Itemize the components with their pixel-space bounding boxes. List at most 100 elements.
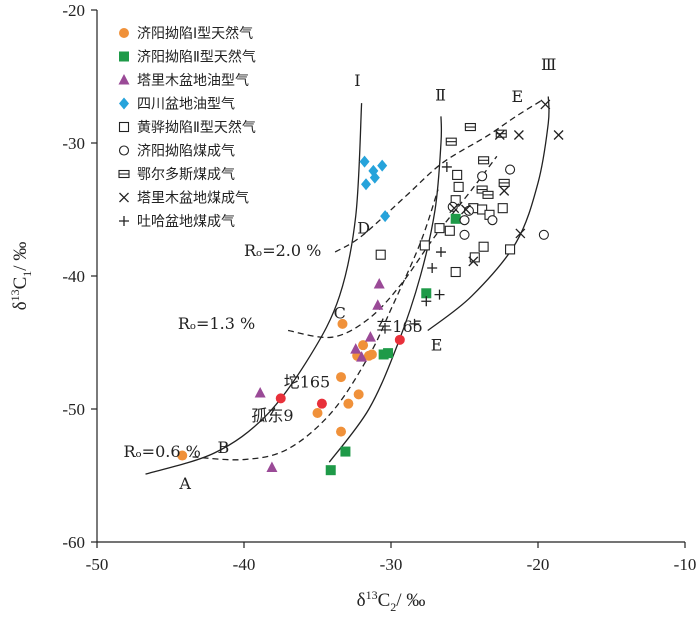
trend-curve — [145, 103, 363, 475]
data-point — [375, 249, 386, 260]
data-point — [434, 223, 445, 234]
data-point — [377, 159, 388, 172]
data-point — [363, 350, 374, 361]
annotation-label: Rₒ=1.3 % — [178, 314, 255, 333]
data-point — [394, 334, 405, 345]
legend-marker — [119, 97, 129, 110]
legend-marker — [119, 28, 129, 38]
maturity-dashed-curve — [334, 98, 545, 253]
legend-item: 四川盆地油型气 — [119, 97, 235, 113]
data-point — [487, 215, 498, 226]
data-point — [478, 156, 490, 165]
legend-item: 吐哈盆地煤成气 — [119, 214, 235, 230]
annotation-label: 车165 — [376, 317, 423, 336]
data-point — [540, 99, 551, 110]
data-point — [316, 398, 327, 409]
legend-marker — [119, 216, 129, 226]
data-point — [358, 340, 369, 351]
data-point — [312, 407, 323, 418]
data-point — [482, 190, 494, 199]
data-point — [452, 169, 463, 180]
annotation-label: 孤东9 — [251, 406, 293, 425]
series-9 — [275, 334, 405, 409]
data-point — [343, 398, 354, 409]
legend-label: 塔里木盆地煤成气 — [137, 191, 249, 207]
series-3 — [359, 155, 391, 223]
legend: 济阳拗陷Ⅰ型天然气济阳拗陷Ⅱ型天然气塔里木盆地油型气四川盆地油型气黄骅拗陷Ⅱ型天… — [118, 25, 256, 230]
data-point — [505, 244, 516, 255]
annotation-label: Ⅱ — [435, 85, 446, 104]
data-point — [254, 387, 266, 398]
legend-item: 济阳拗陷煤成气 — [118, 144, 235, 160]
data-point — [450, 266, 461, 278]
legend-marker — [118, 121, 130, 133]
series-4 — [375, 169, 516, 278]
legend-marker — [119, 51, 129, 62]
legend-label: 塔里木盆地油型气 — [137, 73, 249, 89]
data-point — [434, 289, 445, 300]
data-point — [445, 137, 457, 146]
y-tick-label: -50 — [62, 400, 85, 419]
legend-item: 济阳拗陷Ⅰ型天然气 — [119, 25, 253, 42]
data-point — [499, 185, 510, 196]
annotation-label: A — [178, 474, 191, 493]
data-point — [435, 247, 446, 258]
data-point — [369, 171, 380, 184]
data-point — [497, 203, 508, 214]
annotation-label: C — [334, 304, 346, 323]
y-tick-label: -30 — [62, 134, 85, 153]
data-point — [356, 351, 368, 362]
data-point — [380, 210, 391, 223]
x-ticks: -50 -40 -30 -20 -10 — [86, 542, 696, 574]
trend-curve — [427, 96, 550, 332]
x-tick-label: -30 — [380, 555, 403, 574]
legend-marker — [119, 192, 129, 203]
data-point — [336, 426, 347, 437]
legend-item: 塔里木盆地油型气 — [118, 73, 249, 89]
data-point — [337, 318, 348, 329]
legend-marker — [118, 74, 130, 85]
annotation-label: E — [431, 335, 443, 354]
y-tick-label: -60 — [62, 533, 85, 552]
x-tick-label: -50 — [86, 555, 109, 574]
data-point — [494, 130, 505, 140]
legend-label: 济阳拗陷Ⅰ型天然气 — [137, 25, 253, 42]
annotation-label: 坨165 — [284, 373, 331, 392]
annotation-label: Rₒ=2.0 % — [244, 241, 321, 260]
data-point — [450, 213, 461, 224]
data-point — [441, 161, 452, 172]
series-7 — [449, 99, 564, 267]
legend-item: 济阳拗陷Ⅱ型天然气 — [119, 49, 256, 66]
data-point — [459, 215, 470, 226]
data-point — [477, 204, 488, 215]
data-point — [513, 130, 524, 140]
y-axis-title: δ13C1/ ‰ — [8, 242, 34, 311]
data-point — [553, 130, 564, 140]
legend-item: 鄂尔多斯煤成气 — [118, 166, 235, 183]
legend-label: 济阳拗陷煤成气 — [137, 144, 235, 160]
annotation-label: Ⅰ — [354, 71, 360, 90]
data-point — [350, 343, 362, 354]
y-ticks: -20 -30 -40 -50 -60 — [62, 1, 97, 552]
data-point — [361, 178, 372, 191]
data-point — [372, 299, 384, 310]
data-point — [373, 277, 385, 289]
data-point — [469, 252, 480, 263]
annotation-label: Rₒ=0.6 % — [123, 442, 200, 461]
legend-marker — [118, 145, 130, 156]
annotation-label: Ⅲ — [541, 55, 556, 74]
axes: -50 -40 -30 -20 -10 -20-30-40-50-60 δ13C2/ ‰… — [8, 1, 696, 614]
maturity-dashed-curve — [192, 189, 439, 461]
maturity-dashed-curve — [287, 155, 498, 339]
data-point — [468, 256, 479, 267]
data-point — [364, 331, 376, 342]
data-point — [498, 178, 510, 187]
data-point — [353, 389, 364, 400]
data-point — [459, 229, 470, 240]
data-point — [409, 318, 420, 329]
data-point — [449, 203, 460, 214]
data-point — [463, 205, 474, 216]
legend-label: 黄骅拗陷Ⅱ型天然气 — [137, 119, 256, 136]
